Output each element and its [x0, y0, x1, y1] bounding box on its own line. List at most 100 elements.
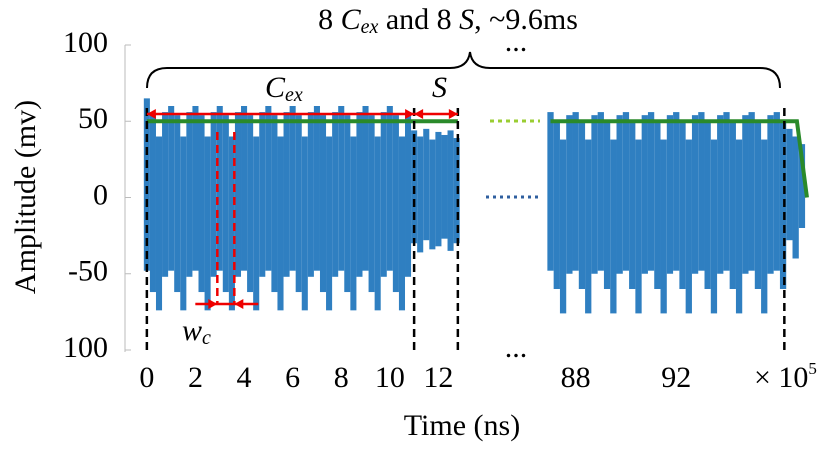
y-tick-label: 100	[63, 26, 108, 59]
signal-sample	[603, 121, 611, 289]
signal-sample	[289, 106, 296, 271]
signal-sample	[641, 115, 648, 274]
signal-sample	[429, 139, 436, 250]
signal-sample	[786, 128, 793, 241]
signal-sample	[572, 112, 579, 271]
chart-title: 8 Cex and 8 S, ~9.6ms	[318, 3, 578, 42]
x-tick-label: 2	[188, 361, 203, 394]
y-tick-label: 50	[78, 102, 108, 135]
signal-sample	[559, 139, 567, 314]
signal-sample	[547, 112, 554, 271]
signal-sample	[578, 121, 586, 289]
signal-sample	[597, 112, 604, 271]
signal-sample	[767, 115, 774, 274]
signal-sample	[723, 112, 730, 271]
signal-sample	[591, 115, 598, 274]
signal-sample	[301, 136, 308, 311]
signal-sample	[247, 115, 254, 293]
x-tick-label: 4	[237, 361, 252, 394]
signal-sample	[192, 106, 199, 271]
signal-sample	[423, 128, 430, 241]
signal-sample	[553, 121, 560, 289]
signal-sample	[566, 115, 573, 274]
signal-sample	[792, 136, 799, 259]
threshold-line	[550, 119, 809, 198]
cex-label: Cex	[265, 71, 303, 106]
signal-sample	[277, 136, 284, 311]
signal-sample	[748, 112, 755, 271]
signal-sample	[647, 112, 655, 271]
signal-sample	[155, 136, 163, 311]
x-tick-label: 12	[423, 361, 453, 394]
x-tick-label: 6	[285, 361, 300, 394]
signal-sample	[344, 115, 351, 293]
signal-sample	[216, 106, 223, 271]
signal-sample	[222, 115, 229, 293]
signal-sample	[392, 115, 399, 293]
signal-sample	[698, 112, 705, 271]
signal-sample	[313, 106, 320, 271]
signal-sample	[405, 112, 412, 277]
x-tick-label: 0	[139, 361, 154, 394]
signal-sample	[295, 115, 302, 293]
signal-sample	[679, 121, 686, 289]
signal-sample	[717, 115, 724, 274]
signal-sample	[143, 98, 150, 271]
signal-sample	[622, 112, 630, 271]
wc-arrow-head	[208, 299, 244, 309]
signal-sample	[610, 139, 617, 314]
signal-sample	[441, 134, 448, 239]
signal-sample	[259, 112, 266, 277]
signal-sample	[319, 115, 327, 293]
x-tick-label: 10	[375, 361, 405, 394]
signal-sample	[742, 115, 749, 274]
y-tick-label: 0	[93, 178, 108, 211]
signal-sample	[654, 121, 661, 289]
ellipsis: ...	[505, 331, 528, 364]
signal-sample	[210, 112, 217, 277]
signal-sample	[162, 112, 169, 277]
signal-sample	[616, 115, 623, 274]
signal-sample	[660, 139, 667, 314]
signal-sample	[228, 136, 235, 311]
signal-sample	[186, 112, 193, 277]
signal-sample	[685, 139, 692, 314]
signal-sample	[180, 136, 187, 311]
signal-sample	[754, 121, 762, 289]
signal-sample	[435, 131, 442, 247]
signal-sample	[362, 106, 369, 271]
signal-sample	[350, 136, 357, 311]
s-label: S	[432, 71, 447, 104]
signal-sample	[338, 106, 345, 271]
x-tick-label: 92	[661, 361, 691, 394]
signal-sample	[447, 130, 454, 251]
signal-sample	[779, 121, 787, 289]
signal-sample	[417, 136, 424, 253]
x-tick-label: 88	[561, 361, 591, 394]
signal-sample	[691, 115, 699, 274]
signal-sample	[253, 136, 260, 311]
x-tick-label: 8	[334, 361, 349, 394]
signal-sample	[368, 115, 375, 293]
signal-sample	[380, 112, 387, 277]
signal-sample	[673, 112, 680, 271]
signal-sample	[629, 121, 636, 289]
signal-sample	[710, 139, 718, 314]
signal-sample	[204, 136, 211, 311]
signal-sample	[773, 112, 780, 271]
signal-sample	[332, 112, 339, 277]
signal-sample	[168, 106, 175, 271]
signal-sample	[271, 115, 278, 293]
ellipsis: ...	[505, 25, 528, 58]
signal-sample	[635, 139, 642, 314]
signal-sample	[265, 106, 272, 271]
signal-sample	[198, 115, 205, 293]
signal-sample	[386, 106, 393, 271]
signal-sample	[356, 112, 363, 277]
signal-sample	[241, 106, 248, 271]
signal-sample	[704, 121, 711, 289]
signal-sample	[326, 136, 333, 311]
brace	[146, 51, 781, 89]
signal-sample	[729, 121, 736, 289]
